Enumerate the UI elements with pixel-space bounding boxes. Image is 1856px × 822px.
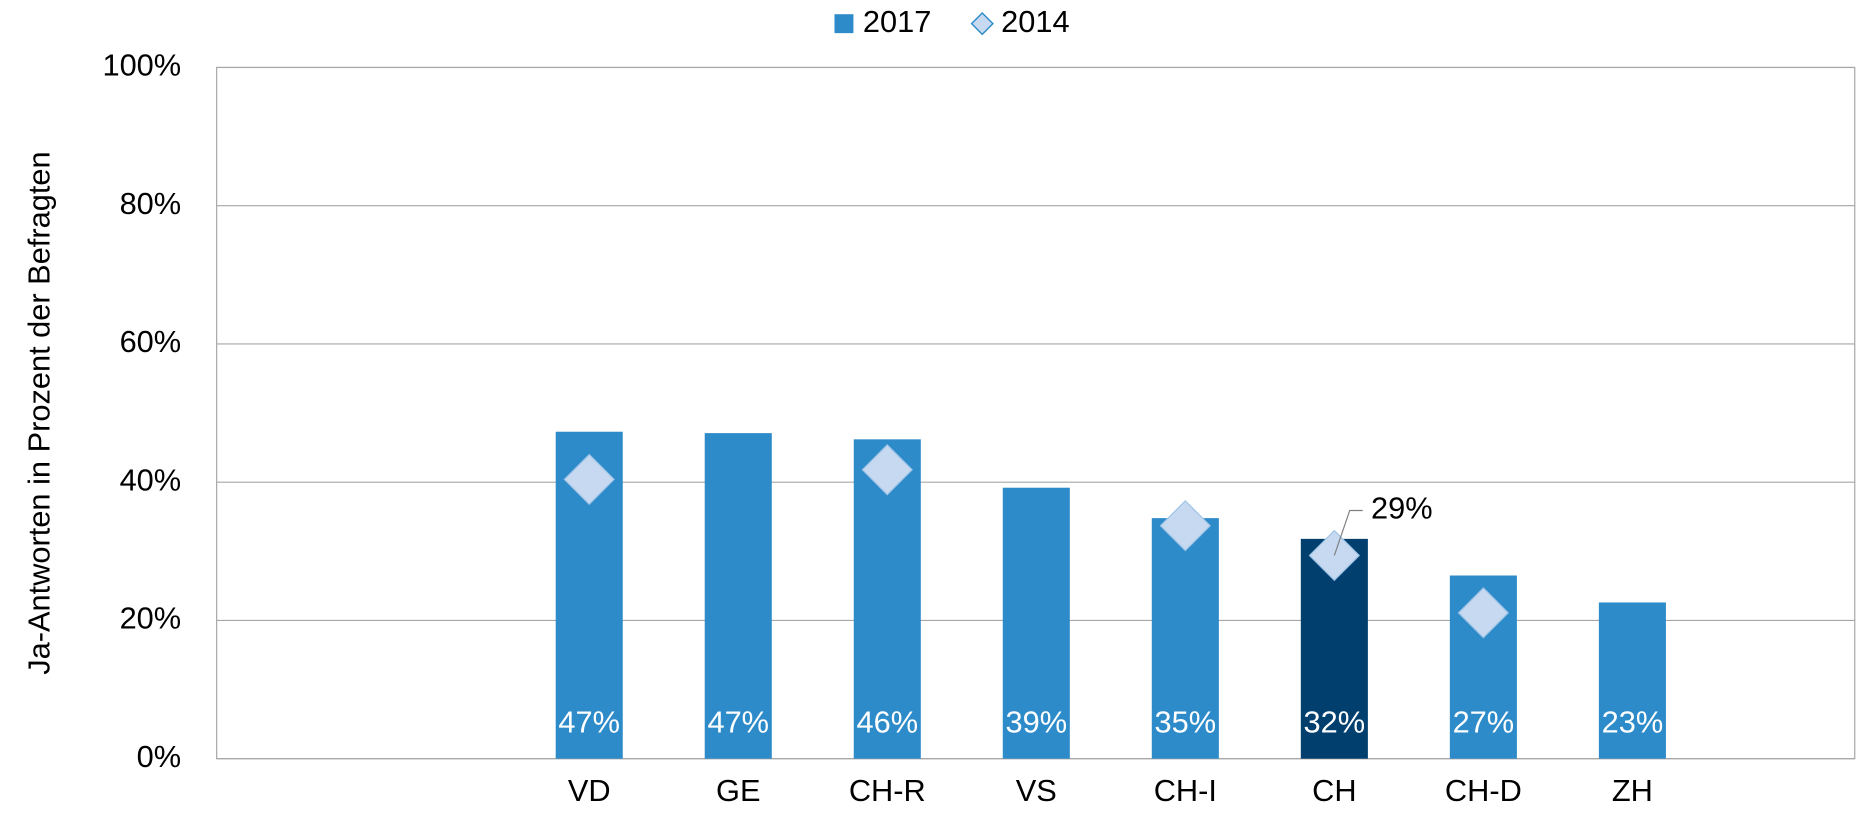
leader-line bbox=[1333, 509, 1363, 556]
y-tick-label: 20% bbox=[120, 601, 182, 636]
x-tick-label: CH-D bbox=[1445, 773, 1522, 808]
data-label: 46% bbox=[856, 704, 918, 739]
marker bbox=[1159, 500, 1212, 552]
data-label: 39% bbox=[1006, 704, 1068, 739]
y-tick-label: 60% bbox=[120, 324, 182, 359]
x-tick-label: VD bbox=[568, 773, 611, 808]
y-tick-label: 40% bbox=[120, 462, 182, 497]
marker bbox=[563, 453, 615, 506]
bar bbox=[1598, 602, 1666, 759]
x-tick-label: GE bbox=[716, 773, 760, 808]
legend-label: 2014 bbox=[1001, 4, 1069, 39]
marker bbox=[1457, 587, 1510, 639]
y-tick-label: 80% bbox=[120, 186, 182, 221]
data-label: 47% bbox=[558, 704, 620, 739]
data-label: 29% bbox=[1371, 491, 1433, 526]
y-axis-title: Ja-Antworten in Prozent der Befragten bbox=[22, 151, 57, 674]
data-label: 32% bbox=[1304, 704, 1366, 739]
legend-swatch bbox=[834, 14, 854, 34]
x-tick-label: CH bbox=[1312, 773, 1356, 808]
bar bbox=[1151, 518, 1219, 759]
y-tick-label: 100% bbox=[102, 48, 181, 83]
bar bbox=[704, 433, 772, 759]
data-label: 23% bbox=[1602, 704, 1664, 739]
x-tick-label: VS bbox=[1016, 773, 1057, 808]
data-label: 27% bbox=[1453, 704, 1515, 739]
legend-swatch bbox=[970, 12, 994, 36]
bar bbox=[1002, 487, 1070, 759]
data-label: 35% bbox=[1155, 704, 1217, 739]
x-tick-label: CH-I bbox=[1154, 773, 1217, 808]
x-tick-label: ZH bbox=[1612, 773, 1653, 808]
y-tick-label: 0% bbox=[137, 739, 181, 774]
x-tick-label: CH-R bbox=[849, 773, 926, 808]
marker bbox=[861, 444, 913, 496]
data-label: 47% bbox=[707, 704, 769, 739]
legend-label: 2017 bbox=[863, 4, 931, 39]
